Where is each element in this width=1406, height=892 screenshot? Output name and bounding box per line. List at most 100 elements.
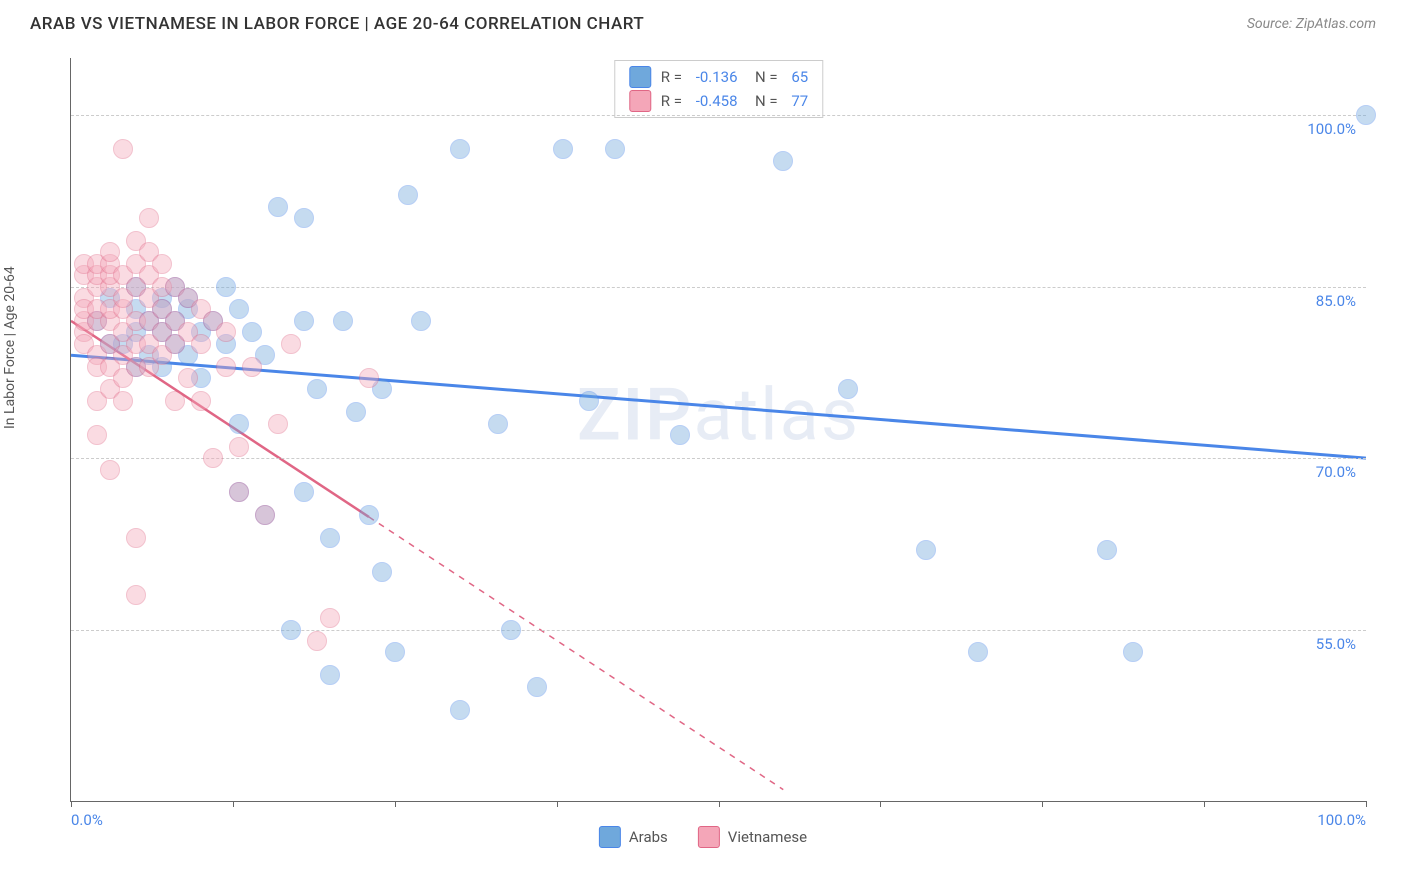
data-point xyxy=(579,391,599,411)
data-point xyxy=(553,139,573,159)
y-tick-label: 70.0% xyxy=(1316,463,1356,481)
data-point xyxy=(294,311,314,331)
legend-r-label: R = xyxy=(661,68,686,86)
x-tick xyxy=(880,801,881,807)
y-axis-label: In Labor Force | Age 20-64 xyxy=(2,266,18,429)
data-point xyxy=(268,414,288,434)
data-point xyxy=(307,631,327,651)
legend-swatch xyxy=(599,826,621,848)
data-point xyxy=(1356,105,1376,125)
legend-row: R = -0.458 N = 77 xyxy=(629,89,808,113)
data-point xyxy=(191,391,211,411)
trend-line-solid xyxy=(71,355,1366,458)
grid-line xyxy=(71,115,1366,116)
legend-swatch xyxy=(629,90,651,112)
data-point xyxy=(229,482,249,502)
data-point xyxy=(450,139,470,159)
data-point xyxy=(605,139,625,159)
x-tick xyxy=(1042,801,1043,807)
legend-r-value: -0.458 xyxy=(696,92,738,110)
data-point xyxy=(411,311,431,331)
y-tick-label: 85.0% xyxy=(1316,292,1356,310)
data-point xyxy=(178,368,198,388)
series-name: Arabs xyxy=(629,828,668,846)
legend-n-value: 77 xyxy=(791,92,808,110)
data-point xyxy=(152,254,172,274)
data-point xyxy=(229,414,249,434)
source-attribution: Source: ZipAtlas.com xyxy=(1247,16,1376,32)
data-point xyxy=(359,368,379,388)
y-tick-label: 55.0% xyxy=(1316,635,1356,653)
series-legend: Arabs Vietnamese xyxy=(599,826,807,848)
series-legend-item: Arabs xyxy=(599,826,668,848)
data-point xyxy=(255,505,275,525)
data-point xyxy=(242,322,262,342)
legend-n-label: N = xyxy=(748,68,782,86)
data-point xyxy=(320,608,340,628)
legend-row: R = -0.136 N = 65 xyxy=(629,65,808,89)
data-point xyxy=(1097,540,1117,560)
x-tick xyxy=(719,801,720,807)
data-point xyxy=(229,437,249,457)
data-point xyxy=(203,448,223,468)
data-point xyxy=(126,585,146,605)
data-point xyxy=(139,208,159,228)
data-point xyxy=(165,391,185,411)
y-tick-label: 100.0% xyxy=(1307,120,1356,138)
data-point xyxy=(501,620,521,640)
data-point xyxy=(838,379,858,399)
x-tick xyxy=(233,801,234,807)
trend-line-dashed xyxy=(369,517,783,790)
x-label-min: 0.0% xyxy=(71,811,103,829)
data-point xyxy=(281,620,301,640)
data-point xyxy=(1123,642,1143,662)
data-point xyxy=(385,642,405,662)
data-point xyxy=(488,414,508,434)
grid-line xyxy=(71,458,1366,459)
x-tick xyxy=(71,801,72,807)
legend-n-label: N = xyxy=(748,92,782,110)
data-point xyxy=(113,391,133,411)
data-point xyxy=(333,311,353,331)
legend-swatch xyxy=(629,66,651,88)
x-label-max: 100.0% xyxy=(1317,811,1366,829)
series-legend-item: Vietnamese xyxy=(698,826,807,848)
data-point xyxy=(113,139,133,159)
data-point xyxy=(281,334,301,354)
x-tick xyxy=(557,801,558,807)
data-point xyxy=(294,482,314,502)
data-point xyxy=(126,528,146,548)
series-name: Vietnamese xyxy=(728,828,807,846)
data-point xyxy=(242,357,262,377)
data-point xyxy=(398,185,418,205)
data-point xyxy=(346,402,366,422)
watermark: ZIPatlas xyxy=(577,372,860,457)
data-point xyxy=(87,425,107,445)
data-point xyxy=(320,528,340,548)
data-point xyxy=(100,460,120,480)
data-point xyxy=(916,540,936,560)
x-tick xyxy=(395,801,396,807)
trend-lines-svg xyxy=(71,58,1366,801)
legend-swatch xyxy=(698,826,720,848)
stats-legend: R = -0.136 N = 65R = -0.458 N = 77 xyxy=(614,60,823,118)
data-point xyxy=(294,208,314,228)
data-point xyxy=(307,379,327,399)
data-point xyxy=(527,677,547,697)
legend-r-value: -0.136 xyxy=(696,68,738,86)
data-point xyxy=(216,322,236,342)
grid-line xyxy=(71,287,1366,288)
legend-r-label: R = xyxy=(661,92,686,110)
data-point xyxy=(670,425,690,445)
grid-line xyxy=(71,630,1366,631)
x-tick xyxy=(1204,801,1205,807)
data-point xyxy=(773,151,793,171)
legend-n-value: 65 xyxy=(791,68,808,86)
data-point xyxy=(191,334,211,354)
data-point xyxy=(216,357,236,377)
plot-area: ZIPatlas R = -0.136 N = 65R = -0.458 N =… xyxy=(70,58,1366,802)
data-point xyxy=(359,505,379,525)
x-tick xyxy=(1366,801,1367,807)
data-point xyxy=(968,642,988,662)
data-point xyxy=(216,277,236,297)
